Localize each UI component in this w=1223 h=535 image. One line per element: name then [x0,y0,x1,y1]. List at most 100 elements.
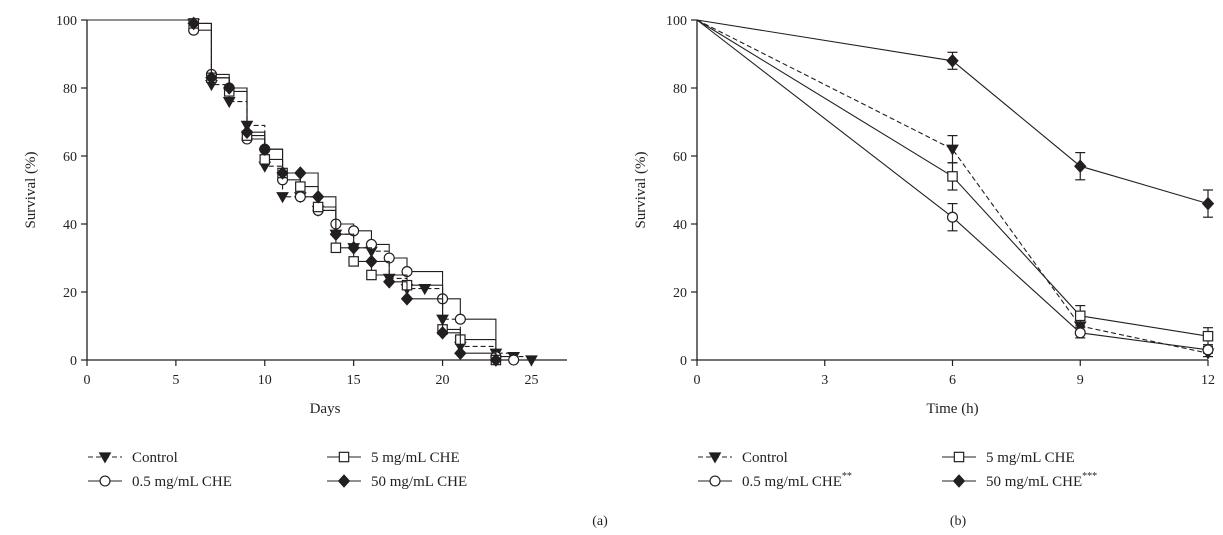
x-tick-label: 12 [1201,373,1215,388]
series-line [696,19,1209,337]
legend-label-text: 50 mg/mL CHE [986,474,1082,490]
series-line [87,19,497,360]
panel-label: (b) [950,514,967,529]
x-tick-label: 15 [347,373,361,388]
panel-a: 0 5 10 15 20 25 0 20 40 60 80 100 Days Survival (%) Co… [23,14,608,529]
series-1 [87,18,538,367]
legend-item: Control [698,450,788,466]
legend-marker [98,452,112,464]
x-tick-label: 5 [172,373,179,388]
legend-item: Control [88,450,178,466]
data-point [1202,330,1214,342]
data-point [294,191,306,203]
series-2 [87,19,520,366]
panel-b: 0 3 6 9 12 0 20 40 60 80 100 Time (h) Survival (%) Co… [633,14,1215,529]
y-tick-label: 0 [680,354,687,369]
legend-marker [99,475,111,487]
data-point [295,181,306,192]
legend-label-text: 0.5 mg/mL CHE [132,474,232,490]
legend-label-text: 50 mg/mL CHE [371,474,467,490]
data-point [400,292,414,306]
legend-label: 0.5 mg/mL CHE [132,474,232,490]
series-4 [87,16,503,367]
legend-label-text: Control [132,450,178,466]
legend-label: 50 mg/mL CHE*** [986,471,1097,490]
data-point [383,275,396,289]
data-point [525,355,538,367]
legend-label-text: 5 mg/mL CHE [371,450,460,466]
legend-marker [952,474,966,488]
data-point [276,166,289,180]
data-point [508,354,520,366]
data-point [365,254,378,269]
data-point [1074,327,1086,339]
legend-label-text: 5 mg/mL CHE [986,450,1075,466]
data-point [947,171,958,182]
y-tick-label: 60 [673,150,687,165]
data-point [1074,310,1086,322]
legend: Control 0.5 mg/mL CHE** 5 mg/mL CHE 50 mg/m… [698,450,1097,490]
legend-marker [708,452,722,464]
y-tick-label: 0 [70,354,77,369]
x-tick-label: 20 [436,373,450,388]
legend-item: 50 mg/mL CHE*** [942,471,1097,490]
data-point [329,227,343,241]
data-point [1074,159,1087,173]
y-tick-label: 20 [673,286,687,301]
data-point [222,96,236,109]
panel-label: (a) [592,514,608,529]
x-axis-title: Days [310,401,341,417]
data-point [1202,344,1214,356]
legend-marker [953,451,965,463]
series-line [696,19,1209,354]
legend-label: 5 mg/mL CHE [371,450,460,466]
series-line [87,19,497,360]
x-tick-label: 0 [694,373,701,388]
x-tick-label: 9 [1077,373,1084,388]
data-point [454,313,466,325]
data-point [205,71,218,85]
legend: Control 0.5 mg/mL CHE 5 mg/mL CHE 50 mg/mL … [88,450,467,490]
legend-label-superscript: ** [842,471,852,482]
y-axis-title: Survival (%) [633,151,649,228]
x-tick-label: 6 [949,373,956,388]
data-point [946,144,959,156]
data-point [489,353,503,367]
data-point [1201,196,1215,211]
legend-marker [337,474,351,488]
data-point [187,16,200,31]
y-tick-label: 40 [673,218,687,233]
data-point [946,211,959,223]
data-point [258,142,271,156]
data-point [223,81,236,95]
x-tick-label: 3 [821,373,828,388]
series-line [87,19,532,360]
data-point [276,192,289,204]
legend-label: 5 mg/mL CHE [986,450,1075,466]
legend-label: Control [132,450,178,466]
x-axis-title: Time (h) [926,401,978,417]
data-point [347,241,360,255]
data-point [294,166,307,180]
x-tick-label: 10 [258,373,272,388]
legend-label-text: Control [742,450,788,466]
series-4 [696,19,1215,218]
data-point [311,190,325,204]
data-point [946,54,959,68]
data-point [259,154,271,165]
data-point [436,326,449,340]
data-point [348,256,359,267]
legend-marker [709,475,721,487]
legend-label: 0.5 mg/mL CHE** [742,471,852,490]
legend-label: 50 mg/mL CHE [371,474,467,490]
legend-item: 50 mg/mL CHE [327,474,467,490]
legend-item: 5 mg/mL CHE [942,450,1075,466]
legend-item: 0.5 mg/mL CHE [88,474,232,490]
series-1 [696,19,1215,360]
series-line [696,19,1209,351]
data-point [330,242,342,254]
data-point [366,269,377,281]
y-tick-label: 20 [63,286,77,301]
y-tick-label: 80 [63,82,77,97]
